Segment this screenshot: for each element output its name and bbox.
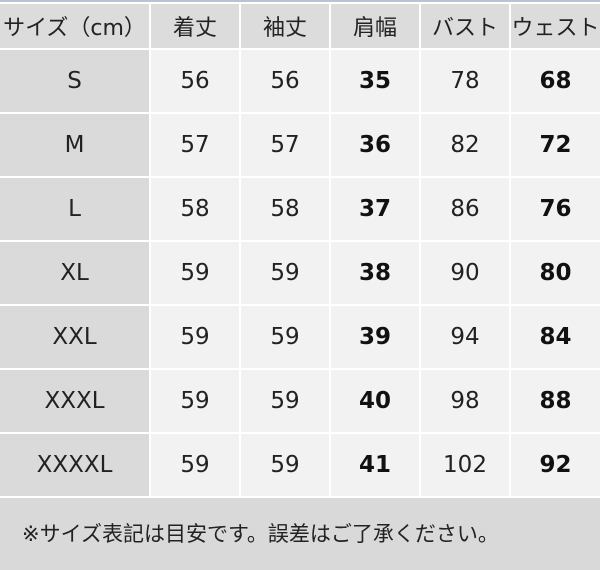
size-label: S (0, 48, 151, 114)
column-header: 着丈 (149, 2, 241, 50)
measurement-cell: 39 (329, 304, 421, 370)
size-note: ※サイズ表記は目安です。誤差はご了承ください。 (22, 522, 499, 546)
measurement-cell: 78 (419, 48, 511, 114)
measurement-cell: 56 (239, 48, 331, 114)
measurement-cell: 59 (239, 368, 331, 434)
measurement-cell: 86 (419, 176, 511, 242)
table-row: S 56 56 35 78 68 (0, 48, 600, 114)
size-label: XXL (0, 304, 151, 370)
measurement-cell: 40 (329, 368, 421, 434)
size-label: L (0, 176, 151, 242)
table-row: XL 59 59 38 90 80 (0, 240, 600, 306)
table-row: XXL 59 59 39 94 84 (0, 304, 600, 370)
measurement-cell: 98 (419, 368, 511, 434)
measurement-cell: 37 (329, 176, 421, 242)
measurement-cell: 38 (329, 240, 421, 306)
table-row: XXXL 59 59 40 98 88 (0, 368, 600, 434)
column-header: サイズ（cm） (0, 2, 151, 50)
column-header: ウェスト (509, 2, 600, 50)
table-row: XXXXL 59 59 41 102 92 (0, 432, 600, 498)
measurement-cell: 72 (509, 112, 600, 178)
measurement-cell: 56 (149, 48, 241, 114)
measurement-cell: 41 (329, 432, 421, 498)
measurement-cell: 76 (509, 176, 600, 242)
header-row: サイズ（cm） 着丈 袖丈 肩幅 バスト ウェスト (0, 2, 600, 50)
column-header: 肩幅 (329, 2, 421, 50)
table-row: L 58 58 37 86 76 (0, 176, 600, 242)
measurement-cell: 88 (509, 368, 600, 434)
measurement-cell: 82 (419, 112, 511, 178)
column-header: バスト (419, 2, 511, 50)
measurement-cell: 59 (149, 240, 241, 306)
measurement-cell: 59 (239, 432, 331, 498)
size-label: XXXXL (0, 432, 151, 498)
column-header: 袖丈 (239, 2, 331, 50)
measurement-cell: 59 (239, 240, 331, 306)
size-table: サイズ（cm） 着丈 袖丈 肩幅 バスト ウェスト S 56 56 35 78 68 M 57 57 36 8… (0, 2, 600, 498)
size-label: XXXL (0, 368, 151, 434)
measurement-cell: 35 (329, 48, 421, 114)
table-row: M 57 57 36 82 72 (0, 112, 600, 178)
measurement-cell: 102 (419, 432, 511, 498)
size-label: XL (0, 240, 151, 306)
measurement-cell: 80 (509, 240, 600, 306)
measurement-cell: 92 (509, 432, 600, 498)
measurement-cell: 68 (509, 48, 600, 114)
measurement-cell: 59 (149, 432, 241, 498)
measurement-cell: 59 (239, 304, 331, 370)
size-label: M (0, 112, 151, 178)
top-border (0, 0, 600, 2)
measurement-cell: 94 (419, 304, 511, 370)
measurement-cell: 59 (149, 304, 241, 370)
measurement-cell: 58 (239, 176, 331, 242)
measurement-cell: 59 (149, 368, 241, 434)
measurement-cell: 90 (419, 240, 511, 306)
measurement-cell: 57 (239, 112, 331, 178)
measurement-cell: 57 (149, 112, 241, 178)
measurement-cell: 84 (509, 304, 600, 370)
measurement-cell: 58 (149, 176, 241, 242)
measurement-cell: 36 (329, 112, 421, 178)
